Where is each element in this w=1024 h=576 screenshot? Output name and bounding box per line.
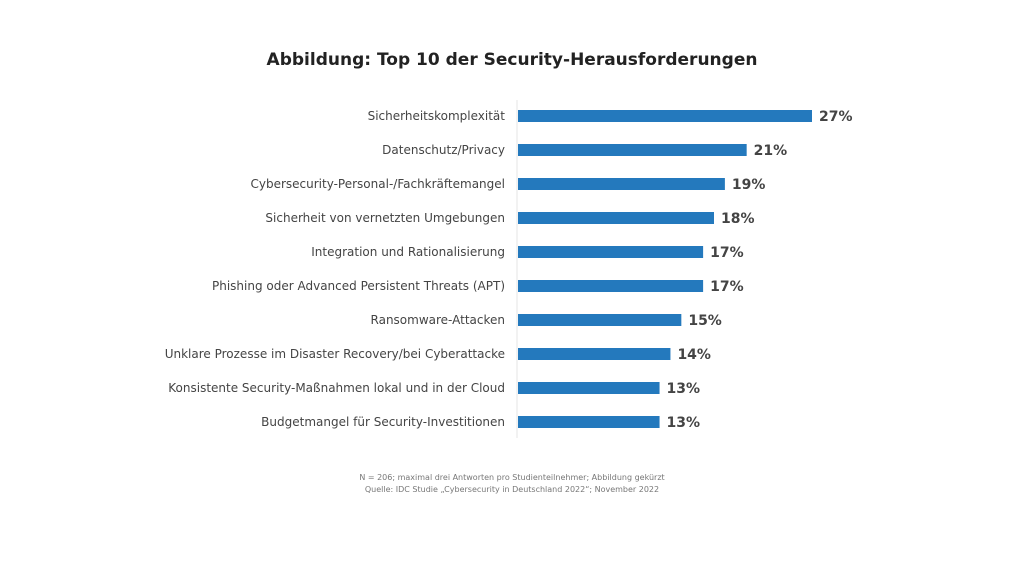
bar: [518, 348, 671, 360]
category-label: Datenschutz/Privacy: [382, 143, 505, 157]
bar: [518, 212, 714, 224]
category-label: Ransomware-Attacken: [371, 313, 505, 327]
value-label: 18%: [721, 211, 755, 227]
category-label: Phishing oder Advanced Persistent Threat…: [212, 279, 505, 293]
value-label: 13%: [667, 381, 701, 397]
category-label: Konsistente Security-Maßnahmen lokal und…: [168, 381, 505, 395]
category-label: Cybersecurity-Personal-/Fachkräftemangel: [250, 177, 505, 191]
category-label: Budgetmangel für Security-Investitionen: [261, 415, 505, 429]
value-label: 13%: [667, 415, 701, 431]
footnote-source: Quelle: IDC Studie „Cybersecurity in Deu…: [364, 485, 660, 494]
bar: [518, 110, 812, 122]
bar: [518, 416, 660, 428]
value-label: 17%: [710, 279, 744, 295]
footnote-sample: N = 206; maximal drei Antworten pro Stud…: [359, 473, 665, 482]
category-label: Integration und Rationalisierung: [311, 245, 505, 259]
value-label: 17%: [710, 245, 744, 261]
chart-title: Abbildung: Top 10 der Security-Herausfor…: [266, 50, 758, 70]
value-label: 19%: [732, 177, 766, 193]
bar: [518, 178, 725, 190]
value-label: 15%: [688, 313, 722, 329]
value-label: 27%: [819, 109, 853, 125]
bar: [518, 314, 682, 326]
category-label: Unklare Prozesse im Disaster Recovery/be…: [165, 347, 505, 361]
category-label: Sicherheitskomplexität: [368, 109, 506, 123]
bar: [518, 144, 747, 156]
value-label: 21%: [754, 143, 788, 159]
bar: [518, 382, 660, 394]
bar: [518, 246, 704, 258]
bar: [518, 280, 704, 292]
category-label: Sicherheit von vernetzten Umgebungen: [265, 211, 505, 225]
value-label: 14%: [677, 347, 711, 363]
